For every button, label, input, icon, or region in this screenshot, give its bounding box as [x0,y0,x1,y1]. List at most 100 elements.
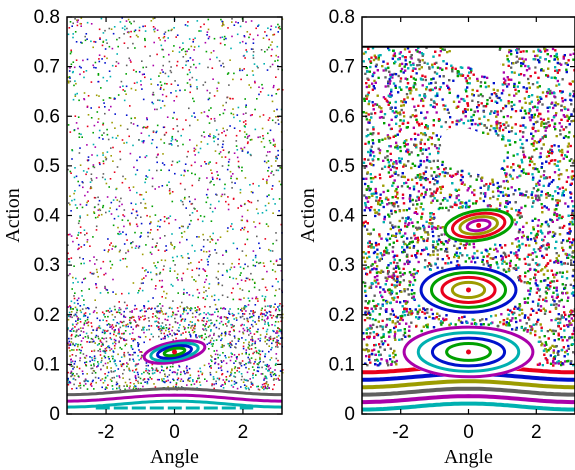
chaotic-point [269,28,272,31]
chaotic-point [73,314,75,317]
chaotic-point [107,345,110,347]
chaotic-point [164,235,166,237]
chaotic-point [250,48,253,50]
chaotic-point [224,355,226,357]
chaotic-point [82,337,84,339]
chaotic-point [238,330,241,333]
chaotic-point [74,335,77,338]
chaotic-point [219,151,222,153]
chaotic-point [244,57,246,59]
chaotic-point [237,160,240,163]
chaotic-point [183,288,185,291]
chaotic-point [103,132,105,134]
chaotic-point [77,345,79,348]
chaotic-point [195,334,197,336]
chaotic-point [247,343,250,346]
chaotic-point [121,219,124,221]
chaotic-point [70,358,72,361]
chaotic-point [233,24,236,26]
chaotic-point [265,382,268,385]
chaotic-point [91,350,93,352]
chaotic-point [156,124,159,127]
chaotic-point [176,34,179,36]
chaotic-point [214,358,217,360]
chaotic-point [238,353,240,356]
chaotic-point [243,318,246,320]
chaotic-point [209,241,211,243]
chaotic-point [123,369,125,371]
chaotic-point [270,375,273,378]
chaotic-point [93,211,95,213]
chaotic-point [132,358,134,361]
chaotic-point [185,367,188,369]
chaotic-point [182,332,184,334]
chaotic-point [133,82,136,84]
chaotic-point [166,83,168,85]
chaotic-point [90,364,92,367]
chaotic-point [116,321,118,324]
chaotic-point [210,118,212,120]
chaotic-point [143,371,145,374]
chaotic-point [147,308,149,310]
chaotic-point [220,346,223,348]
chaotic-point [181,49,183,51]
chaotic-point [72,368,74,370]
chaotic-point [252,259,254,261]
chaotic-point [145,310,147,313]
chaotic-point [268,337,271,339]
chaotic-point [104,329,106,332]
chaotic-point [82,373,84,375]
chaotic-point [210,365,212,367]
chaotic-point [147,364,149,367]
chaotic-point [222,24,225,26]
chaotic-point [278,88,280,90]
chaotic-point [169,306,171,309]
chaotic-point [156,305,159,308]
chaotic-point [82,258,84,260]
chaotic-point [191,212,194,214]
chaotic-point [236,156,239,159]
chaotic-point [103,349,105,352]
chaotic-point [230,379,233,382]
chaotic-point [68,340,71,343]
chaotic-point [196,309,198,311]
chaotic-point [232,78,234,81]
chaotic-point [137,376,140,378]
chaotic-point [84,277,87,280]
chaotic-point [248,300,251,302]
chaotic-point [159,219,162,221]
chaotic-point [146,117,148,119]
chaotic-point [73,383,75,386]
chaotic-point [135,223,138,226]
chaotic-point [113,345,116,347]
chaotic-point [80,232,82,234]
chaotic-point [111,385,114,387]
chaotic-point [216,177,218,180]
chaotic-point [275,278,277,280]
chaotic-point [166,217,168,220]
chaotic-point [273,140,275,142]
chaotic-point [140,232,143,234]
chaotic-point [70,51,73,53]
chaotic-point [144,315,146,317]
chaotic-point [277,26,280,29]
chaotic-point [273,306,275,308]
chaotic-point [176,161,179,164]
chaotic-point [104,331,107,334]
chaotic-point [105,320,108,322]
chaotic-point [128,57,130,60]
chaotic-point [179,305,182,308]
chaotic-point [257,34,259,37]
chaotic-point [206,343,209,346]
chaotic-point [151,238,154,240]
chaotic-point [106,151,109,153]
chaotic-point [72,36,74,39]
chaotic-point [144,270,146,272]
chaotic-point [269,44,272,46]
chaotic-point [160,138,162,141]
chaotic-point [126,362,128,364]
chaotic-point [213,332,215,335]
chaotic-point [145,175,147,177]
chaotic-point [154,27,156,30]
chaotic-point [273,378,275,380]
